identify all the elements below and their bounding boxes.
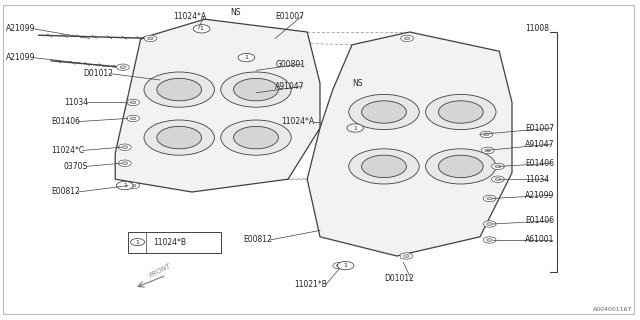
Circle shape [221,120,291,155]
Text: 11021*B: 11021*B [294,280,327,289]
Text: 11024*A: 11024*A [282,117,315,126]
Text: A91047: A91047 [275,82,305,91]
Circle shape [118,144,131,150]
Text: 11024*C: 11024*C [51,146,84,155]
Circle shape [480,131,493,138]
Text: 1: 1 [200,26,204,31]
Text: E00812: E00812 [51,188,80,196]
Text: 11008: 11008 [525,24,548,33]
Circle shape [438,101,483,123]
Text: A91047: A91047 [525,140,554,148]
Circle shape [337,264,342,267]
Circle shape [221,72,291,107]
Circle shape [234,78,278,101]
Bar [128,232,221,253]
Text: D01012: D01012 [384,274,414,283]
Text: 1: 1 [353,125,357,131]
Text: E01406: E01406 [51,117,80,126]
Circle shape [127,99,140,106]
Circle shape [492,163,504,170]
Text: E01406: E01406 [525,159,554,168]
Text: NS: NS [230,8,241,17]
Circle shape [193,25,210,33]
Circle shape [495,165,501,168]
Circle shape [400,253,413,259]
Circle shape [362,155,406,178]
Circle shape [483,221,496,227]
Circle shape [487,239,493,242]
Circle shape [347,124,364,132]
Text: 1: 1 [344,263,348,268]
Text: 1: 1 [123,183,127,188]
Circle shape [438,155,483,178]
Circle shape [333,262,346,269]
Circle shape [426,94,496,130]
Circle shape [485,149,491,152]
Circle shape [120,66,125,69]
Circle shape [147,37,153,40]
Circle shape [122,162,128,164]
Text: A61001: A61001 [525,236,554,244]
Text: E01007: E01007 [525,124,554,132]
Text: 11024*A: 11024*A [173,12,206,20]
Text: FRONT: FRONT [148,262,172,278]
Circle shape [238,53,255,62]
Circle shape [481,147,494,154]
Circle shape [495,178,501,180]
Circle shape [116,64,129,70]
Circle shape [144,72,214,107]
Circle shape [492,176,504,182]
Text: A21099: A21099 [525,191,554,200]
Text: G00801: G00801 [275,60,305,68]
Circle shape [349,94,419,130]
Text: E01007: E01007 [275,12,304,20]
Circle shape [349,149,419,184]
Polygon shape [307,32,512,256]
Circle shape [118,160,131,166]
Circle shape [131,101,136,104]
Circle shape [127,115,140,122]
Circle shape [337,261,354,270]
Text: A21099: A21099 [6,24,36,33]
Text: A004001167: A004001167 [593,307,632,312]
Text: NS: NS [352,79,362,88]
Text: 11034: 11034 [525,175,549,184]
Text: E01406: E01406 [525,216,554,225]
Circle shape [404,37,410,40]
Circle shape [157,126,202,149]
Circle shape [144,120,214,155]
Polygon shape [115,19,320,192]
Circle shape [483,237,496,243]
Text: A21099: A21099 [6,53,36,62]
Circle shape [144,35,157,42]
Text: 1: 1 [136,240,140,244]
Circle shape [426,149,496,184]
Circle shape [487,197,493,200]
Circle shape [127,182,140,189]
Circle shape [362,101,406,123]
Circle shape [234,126,278,149]
Text: 0370S: 0370S [64,162,88,171]
Circle shape [401,35,413,42]
Text: 1: 1 [244,55,248,60]
Circle shape [131,184,136,187]
Circle shape [131,239,145,246]
Circle shape [483,195,496,202]
Text: E00812: E00812 [243,236,272,244]
Circle shape [404,255,410,257]
Circle shape [487,223,493,225]
Circle shape [157,78,202,101]
Circle shape [131,117,136,120]
Circle shape [122,146,128,148]
Text: D01012: D01012 [83,69,113,78]
Circle shape [116,181,133,190]
Text: 11034: 11034 [64,98,88,107]
Circle shape [484,133,489,136]
Text: 11024*B: 11024*B [154,238,187,247]
